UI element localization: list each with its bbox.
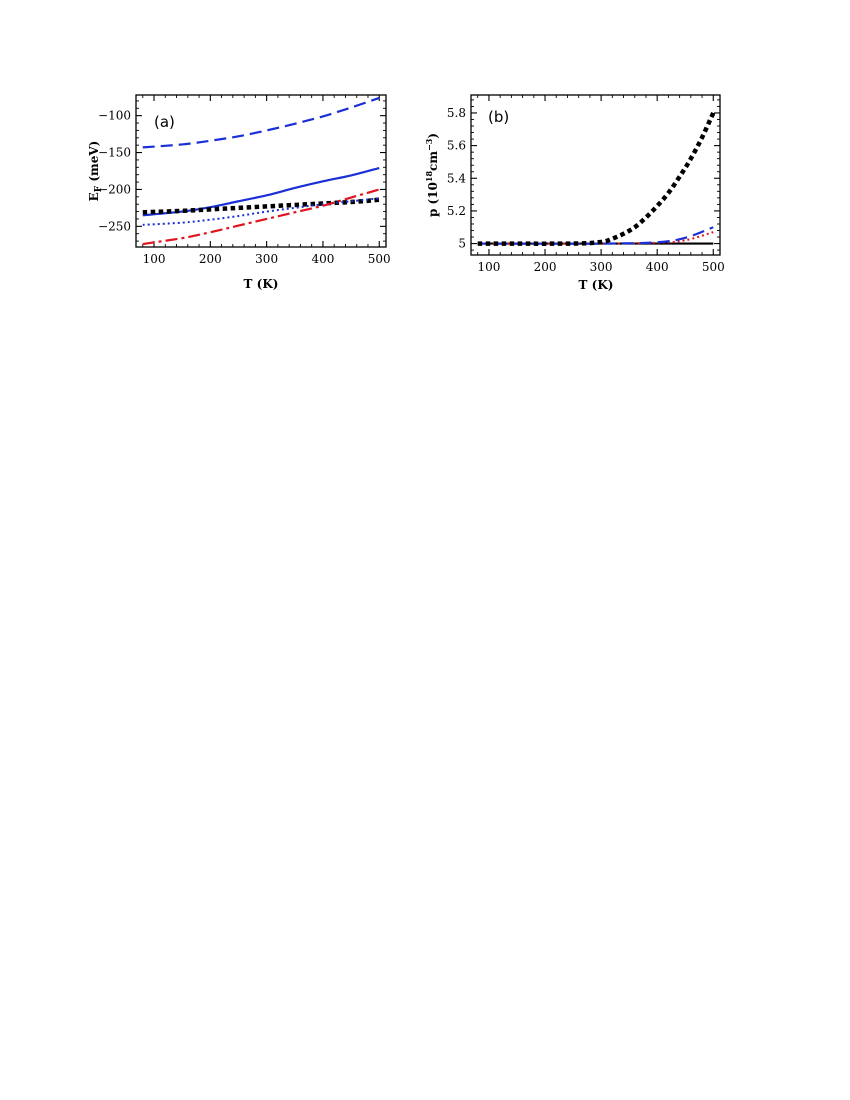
x-tick-label: 100 — [143, 252, 166, 266]
y-label-main-a: E — [87, 192, 101, 201]
series-line-dashed — [142, 96, 380, 149]
y-tick-label: −250 — [98, 219, 131, 233]
y-ticks-a: −250 −200 −150 −100 — [98, 100, 386, 242]
y-tick-label: 5.6 — [447, 139, 466, 153]
x-ticks-b: 100 200 300 400 500 — [477, 95, 725, 274]
y-axis-label-b: p (1018cm−3) — [424, 133, 440, 217]
series-line-thick-dotted — [477, 112, 716, 246]
x-tick-label: 500 — [702, 260, 725, 274]
y-tick-label: −200 — [98, 182, 131, 196]
y-label-main-b: p (10 — [426, 182, 440, 217]
y-label-mid-b: cm — [426, 151, 440, 171]
y-label-sub-a: F — [94, 185, 104, 192]
panel-label-a: (a) — [154, 113, 175, 131]
y-label-sup2-b: −3 — [424, 138, 434, 151]
series-line-dashdot — [142, 188, 380, 246]
x-tick-label: 200 — [534, 260, 557, 274]
x-axis-label-b: T (K) — [579, 278, 614, 292]
series-group-a — [142, 96, 380, 246]
panel-label-b: (b) — [488, 108, 509, 126]
x-tick-label: 400 — [646, 260, 669, 274]
x-tick-label: 200 — [199, 252, 222, 266]
x-tick-label: 100 — [477, 260, 500, 274]
y-label-sup1-b: 18 — [424, 171, 434, 183]
x-tick-label: 400 — [311, 252, 334, 266]
y-tick-label: −150 — [98, 146, 131, 160]
x-tick-label: 500 — [368, 252, 391, 266]
x-tick-label: 300 — [590, 260, 613, 274]
y-tick-label: 5 — [458, 237, 466, 251]
series-line-thick-dotted — [142, 197, 380, 215]
panel-a: 100 200 300 400 500 −250 −200 −150 −100 (a) T (… — [87, 94, 391, 291]
y-label-end-b: ) — [426, 133, 440, 139]
y-tick-label: 5.4 — [447, 171, 466, 185]
y-label-unit-a: (meV) — [87, 141, 101, 186]
series-line-dotted — [142, 197, 380, 226]
panel-b: 100 200 300 400 500 55.25.45.65.8 (b) T (K) … — [424, 94, 725, 292]
y-axis-label-a: EF (meV) — [87, 141, 104, 202]
series-line-dashed — [477, 226, 714, 245]
series-line-solid — [142, 166, 380, 217]
y-ticks-b: 5 5.2 5.4 5.6 5.8 — [447, 99, 720, 251]
x-axis-label-a: T (K) — [244, 277, 279, 291]
plot-frame-a — [135, 94, 387, 248]
x-ticks-a: 100 200 300 400 500 — [142, 95, 391, 266]
x-tick-label: 300 — [255, 252, 278, 266]
series-group-b — [477, 112, 716, 246]
y-tick-label: 5.2 — [447, 204, 466, 218]
plot-frame-b — [470, 94, 721, 256]
y-tick-label: −100 — [98, 109, 131, 123]
y-tick-label: 5.8 — [447, 106, 466, 120]
